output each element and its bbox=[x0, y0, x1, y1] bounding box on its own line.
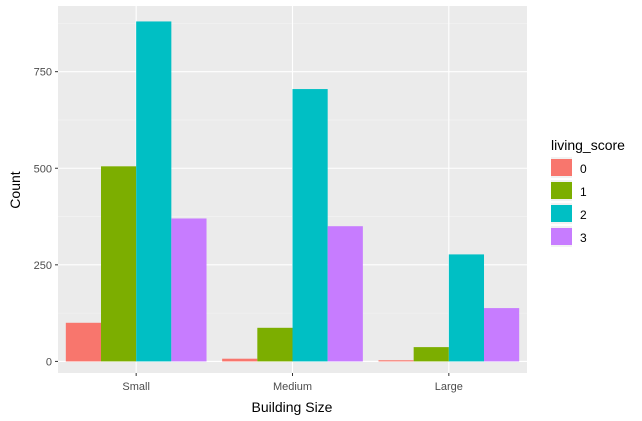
y-tick-label: 250 bbox=[34, 260, 52, 272]
bar bbox=[65, 322, 101, 362]
x-axis-title: Building Size bbox=[252, 399, 333, 415]
bar bbox=[257, 327, 293, 362]
bar bbox=[413, 347, 449, 362]
legend-label: 2 bbox=[580, 208, 587, 222]
bar bbox=[171, 218, 207, 362]
bar bbox=[100, 166, 137, 362]
bars bbox=[65, 21, 520, 362]
bar bbox=[292, 89, 328, 362]
bar bbox=[327, 226, 363, 362]
legend-key bbox=[551, 205, 572, 222]
x-tick-label: Large bbox=[435, 381, 463, 393]
x-tick-label: Medium bbox=[273, 381, 312, 393]
bar bbox=[378, 360, 414, 362]
bar bbox=[136, 21, 172, 362]
y-axis-title: Count bbox=[7, 171, 23, 208]
legend: living_score 0 1 2 3 bbox=[551, 137, 625, 247]
legend-title: living_score bbox=[551, 137, 625, 153]
legend-key bbox=[551, 182, 572, 199]
legend-label: 3 bbox=[580, 231, 587, 245]
y-tick-label: 750 bbox=[34, 67, 52, 79]
x-tick-label: Small bbox=[122, 381, 150, 393]
bar bbox=[222, 358, 258, 362]
y-tick-label: 0 bbox=[46, 356, 52, 368]
bar bbox=[484, 308, 520, 362]
legend-key bbox=[551, 159, 572, 176]
legend-label: 1 bbox=[580, 185, 587, 199]
legend-key bbox=[551, 228, 572, 245]
legend-label: 0 bbox=[580, 162, 587, 176]
y-tick-label: 500 bbox=[34, 163, 52, 175]
bar bbox=[448, 254, 485, 362]
axes: 0 250 500 750 Small Medium Large bbox=[34, 67, 463, 393]
